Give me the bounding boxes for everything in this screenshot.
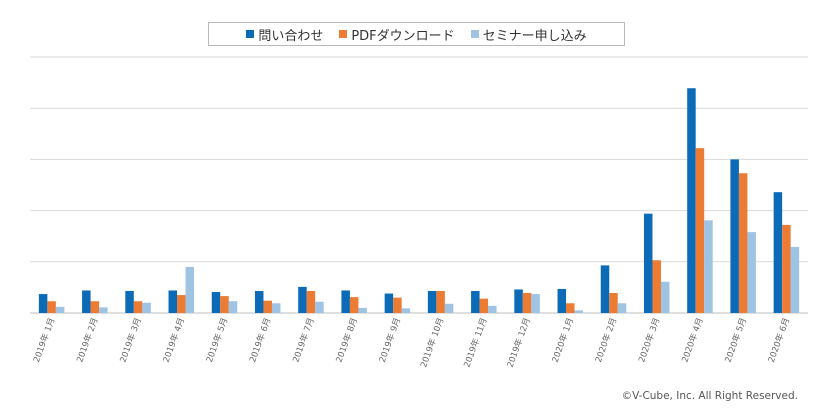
bar-series: [38, 88, 800, 313]
x-tick-label: 2020年 5月: [723, 316, 749, 364]
bar-seminar-17: [747, 232, 756, 313]
x-tick-label: 2020年 2月: [593, 316, 619, 364]
bar-pdf-16: [695, 148, 705, 313]
x-tick-label: 2020年 4月: [679, 316, 705, 364]
bar-pdf-10: [436, 290, 445, 313]
bar-seminar-3: [142, 302, 151, 313]
legend-item-pdf: PDFダウンロード: [339, 25, 455, 44]
bar-inquiry-8: [341, 290, 350, 313]
x-tick-label: 2020年 1月: [550, 316, 576, 364]
legend-label-inquiry: 問い合わせ: [258, 28, 324, 44]
bar-seminar-9: [401, 308, 411, 313]
x-tick-label: 2019年 10月: [418, 316, 446, 369]
bar-seminar-5: [228, 301, 238, 313]
bar-inquiry-3: [125, 290, 134, 313]
bar-pdf-7: [306, 290, 316, 313]
bar-inquiry-5: [211, 292, 221, 313]
bar-pdf-17: [738, 173, 748, 313]
bar-pdf-9: [393, 297, 402, 313]
bar-seminar-10: [444, 303, 454, 313]
bar-seminar-14: [617, 303, 627, 313]
bar-pdf-13: [566, 303, 575, 313]
legend-swatch-seminar: [470, 30, 479, 38]
legend-item-seminar: セミナー申し込み: [470, 25, 587, 44]
bar-seminar-1: [55, 306, 65, 313]
bar-seminar-7: [315, 301, 324, 313]
legend-swatch-pdf: [339, 30, 348, 38]
bar-pdf-12: [522, 293, 532, 313]
x-tick-label: 2019年 11月: [461, 316, 489, 369]
legend-label-pdf: PDFダウンロード: [351, 28, 455, 44]
bar-seminar-12: [531, 294, 540, 313]
bar-inquiry-13: [557, 288, 567, 313]
bar-pdf-8: [349, 297, 359, 313]
x-tick-label: 2020年 6月: [766, 316, 792, 364]
bar-seminar-11: [488, 305, 497, 313]
bar-pdf-3: [133, 301, 143, 313]
bar-inquiry-4: [168, 290, 178, 313]
bar-pdf-18: [782, 224, 791, 313]
x-tick-label: 2019年 9月: [377, 316, 403, 364]
bar-inquiry-1: [38, 294, 48, 313]
x-tick-label: 2019年 1月: [31, 316, 57, 364]
bar-seminar-8: [358, 307, 367, 313]
x-tick-label: 2019年 5月: [204, 316, 230, 364]
bar-pdf-14: [609, 293, 618, 313]
x-tick-label: 2019年 12月: [505, 316, 533, 369]
bar-inquiry-12: [514, 289, 523, 313]
bar-seminar-18: [790, 246, 800, 313]
bar-inquiry-16: [687, 88, 696, 313]
bar-inquiry-2: [82, 290, 91, 313]
x-tick-label: 2019年 8月: [334, 316, 360, 364]
bar-inquiry-9: [384, 293, 394, 313]
bar-pdf-4: [177, 295, 186, 313]
bar-seminar-4: [185, 266, 195, 313]
bar-pdf-15: [652, 260, 661, 313]
bar-seminar-16: [704, 220, 713, 313]
bar-inquiry-7: [298, 286, 307, 313]
bar-pdf-2: [90, 301, 100, 313]
bar-seminar-13: [574, 310, 584, 313]
x-tick-label: 2019年 7月: [290, 316, 316, 364]
bar-pdf-11: [479, 298, 489, 313]
bar-inquiry-18: [773, 192, 783, 313]
legend-label-seminar: セミナー申し込み: [482, 28, 587, 44]
x-tick-label: 2020年 3月: [636, 316, 662, 364]
bar-inquiry-15: [643, 213, 653, 313]
x-tick-label: 2019年 2月: [74, 316, 100, 364]
bar-inquiry-17: [730, 159, 739, 313]
legend-item-inquiry: 問い合わせ: [246, 25, 323, 44]
x-tick-label: 2019年 3月: [118, 316, 144, 364]
bar-pdf-5: [220, 296, 229, 313]
bar-seminar-6: [271, 303, 281, 313]
x-tick-label: 2019年 6月: [247, 316, 273, 364]
bar-seminar-15: [660, 281, 670, 313]
bar-seminar-2: [99, 307, 108, 313]
x-tick-label: 2019年 4月: [161, 316, 187, 364]
x-axis-tick-labels: 2019年 1月 2019年 2月 2019年 3月 2019年 4月 2019年 5月…: [31, 316, 792, 369]
bar-inquiry-6: [254, 290, 264, 313]
bar-inquiry-10: [427, 290, 437, 313]
legend-swatch-inquiry: [246, 30, 255, 38]
grid-lines: [30, 56, 808, 314]
bar-inquiry-11: [471, 290, 480, 313]
bar-pdf-1: [47, 301, 56, 313]
bar-pdf-6: [263, 300, 272, 313]
copyright-text: ©V-Cube, Inc. All Right Reserved.: [621, 390, 798, 402]
bar-inquiry-14: [600, 265, 610, 313]
chart-legend: 問い合わせ PDFダウンロード セミナー申し込み: [208, 22, 625, 46]
